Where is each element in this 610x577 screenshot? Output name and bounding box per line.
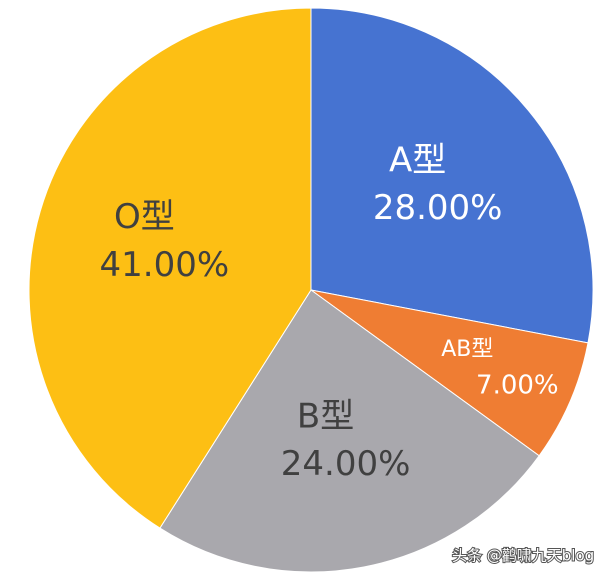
pie-slice (159, 289, 540, 573)
pie-slice (28, 7, 312, 529)
slice-label: B型 (297, 396, 354, 436)
value-label: 41.00% (100, 245, 230, 285)
slice-label: A型 (389, 141, 446, 181)
pie-slice (310, 7, 594, 344)
value-label: 28.00% (373, 188, 503, 228)
slice-label: AB型 (441, 337, 493, 362)
slice-label: O型 (114, 197, 175, 237)
value-label: 7.00% (476, 371, 559, 401)
pie-slice (310, 289, 589, 457)
watermark: 头条 @鹳啸九天blog (452, 547, 594, 565)
value-label: 24.00% (281, 444, 411, 484)
